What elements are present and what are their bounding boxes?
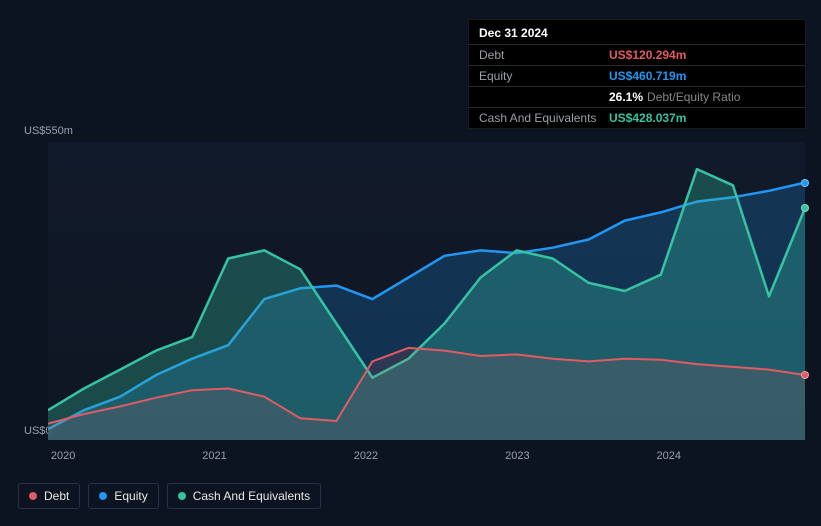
- marker-cash: [801, 204, 809, 212]
- legend-label: Equity: [114, 489, 147, 503]
- tooltip-value: 26.1%Debt/Equity Ratio: [609, 90, 740, 104]
- legend-label: Debt: [44, 489, 69, 503]
- x-tick-label: 2020: [51, 450, 75, 462]
- chart-tooltip: Dec 31 2024 DebtUS$120.294mEquityUS$460.…: [468, 19, 806, 129]
- legend-dot-icon: [29, 492, 37, 500]
- legend-dot-icon: [178, 492, 186, 500]
- x-tick-label: 2024: [656, 450, 680, 462]
- tooltip-value: US$120.294m: [609, 48, 686, 62]
- tooltip-row: Cash And EquivalentsUS$428.037m: [469, 107, 805, 128]
- tooltip-row: 26.1%Debt/Equity Ratio: [469, 86, 805, 107]
- tooltip-value: US$428.037m: [609, 111, 686, 125]
- tooltip-label: Equity: [479, 69, 609, 83]
- marker-equity: [801, 179, 809, 187]
- legend-item-cash-and-equivalents[interactable]: Cash And Equivalents: [167, 483, 321, 509]
- x-tick-label: 2023: [505, 450, 529, 462]
- tooltip-label: Debt: [479, 48, 609, 62]
- tooltip-label: Cash And Equivalents: [479, 111, 609, 125]
- chart-svg: [48, 142, 805, 440]
- x-tick-label: 2022: [354, 450, 378, 462]
- legend-dot-icon: [99, 492, 107, 500]
- tooltip-label: [479, 90, 609, 104]
- tooltip-row: EquityUS$460.719m: [469, 65, 805, 86]
- tooltip-row: DebtUS$120.294m: [469, 44, 805, 65]
- chart-legend: Debt Equity Cash And Equivalents: [18, 483, 321, 509]
- legend-label: Cash And Equivalents: [193, 489, 310, 503]
- tooltip-sublabel: Debt/Equity Ratio: [647, 90, 740, 104]
- tooltip-date: Dec 31 2024: [469, 20, 805, 44]
- x-tick-label: 2021: [202, 450, 226, 462]
- legend-item-equity[interactable]: Equity: [88, 483, 158, 509]
- y-axis-max-label: US$550m: [24, 125, 73, 137]
- tooltip-value: US$460.719m: [609, 69, 686, 83]
- legend-item-debt[interactable]: Debt: [18, 483, 80, 509]
- x-axis-labels: 2020 2021 2022 2023 2024: [48, 450, 805, 466]
- area-chart[interactable]: [48, 142, 805, 440]
- marker-debt: [801, 371, 809, 379]
